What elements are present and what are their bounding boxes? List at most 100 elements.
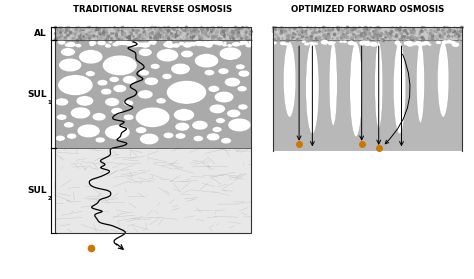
Circle shape — [419, 44, 422, 45]
Circle shape — [55, 135, 65, 141]
Circle shape — [339, 41, 343, 43]
Circle shape — [236, 64, 245, 69]
Circle shape — [407, 42, 414, 46]
Circle shape — [421, 42, 426, 45]
Circle shape — [362, 41, 367, 44]
Circle shape — [166, 43, 174, 48]
Text: SUL: SUL — [27, 90, 47, 99]
Circle shape — [66, 42, 76, 47]
Circle shape — [320, 40, 328, 44]
Circle shape — [105, 98, 119, 106]
Circle shape — [211, 40, 219, 44]
Circle shape — [424, 41, 427, 43]
Ellipse shape — [375, 42, 383, 128]
Bar — [55, 148, 251, 233]
Ellipse shape — [306, 42, 319, 134]
Circle shape — [360, 43, 364, 45]
Circle shape — [442, 41, 447, 44]
Circle shape — [238, 70, 250, 77]
Circle shape — [120, 40, 128, 44]
Circle shape — [329, 42, 333, 45]
Circle shape — [163, 132, 174, 138]
Circle shape — [194, 54, 219, 68]
Circle shape — [407, 43, 413, 47]
Circle shape — [407, 43, 411, 45]
Circle shape — [121, 42, 127, 45]
Ellipse shape — [329, 42, 337, 126]
Circle shape — [186, 43, 191, 46]
Circle shape — [394, 41, 400, 44]
Circle shape — [365, 40, 370, 43]
Circle shape — [181, 50, 193, 58]
Text: TRADITIONAL REVERSE OSMOSIS: TRADITIONAL REVERSE OSMOSIS — [73, 5, 232, 14]
Circle shape — [218, 42, 223, 45]
Circle shape — [405, 41, 413, 45]
Circle shape — [240, 40, 248, 45]
Circle shape — [212, 127, 222, 132]
Circle shape — [135, 44, 140, 47]
Circle shape — [58, 40, 65, 45]
Circle shape — [210, 104, 225, 114]
Bar — [55, 27, 251, 40]
Circle shape — [85, 71, 95, 76]
Circle shape — [328, 41, 335, 45]
Circle shape — [77, 124, 100, 138]
Text: 2: 2 — [48, 196, 52, 201]
Circle shape — [139, 70, 149, 76]
Text: AL: AL — [34, 29, 47, 38]
Circle shape — [90, 44, 94, 46]
Ellipse shape — [417, 42, 424, 123]
Bar — [55, 40, 251, 148]
Circle shape — [175, 133, 186, 139]
Circle shape — [56, 114, 67, 120]
Circle shape — [100, 88, 112, 95]
Circle shape — [173, 109, 194, 121]
Circle shape — [141, 42, 150, 48]
Circle shape — [450, 40, 456, 44]
Circle shape — [151, 42, 156, 45]
Circle shape — [140, 133, 159, 145]
Circle shape — [322, 42, 328, 45]
Circle shape — [347, 41, 355, 45]
Circle shape — [136, 107, 170, 127]
Circle shape — [197, 42, 205, 46]
Circle shape — [239, 43, 243, 45]
Circle shape — [216, 118, 225, 123]
Circle shape — [162, 73, 172, 79]
Circle shape — [61, 48, 75, 56]
Circle shape — [133, 42, 140, 47]
Circle shape — [126, 42, 133, 46]
Circle shape — [183, 42, 192, 48]
Bar — [273, 27, 462, 40]
Circle shape — [179, 42, 185, 45]
Circle shape — [238, 104, 248, 110]
Circle shape — [245, 43, 253, 47]
Circle shape — [79, 50, 103, 64]
Circle shape — [364, 42, 371, 46]
Circle shape — [219, 41, 222, 43]
FancyArrowPatch shape — [385, 54, 410, 144]
Circle shape — [332, 42, 336, 44]
Bar — [55, 27, 251, 233]
Circle shape — [442, 41, 448, 44]
Circle shape — [193, 136, 203, 141]
Circle shape — [137, 42, 145, 47]
Circle shape — [133, 42, 140, 46]
Circle shape — [214, 91, 234, 103]
Circle shape — [123, 100, 134, 106]
Circle shape — [115, 42, 119, 45]
Circle shape — [223, 42, 227, 44]
Circle shape — [156, 49, 179, 62]
Text: SUL: SUL — [27, 186, 47, 195]
Circle shape — [189, 42, 196, 46]
Circle shape — [138, 48, 152, 56]
Circle shape — [201, 41, 210, 46]
Circle shape — [97, 40, 106, 45]
Circle shape — [55, 98, 69, 106]
Circle shape — [225, 77, 240, 87]
Circle shape — [123, 76, 137, 84]
Ellipse shape — [393, 42, 406, 134]
Circle shape — [75, 44, 82, 47]
Circle shape — [452, 43, 456, 45]
Circle shape — [206, 42, 213, 47]
